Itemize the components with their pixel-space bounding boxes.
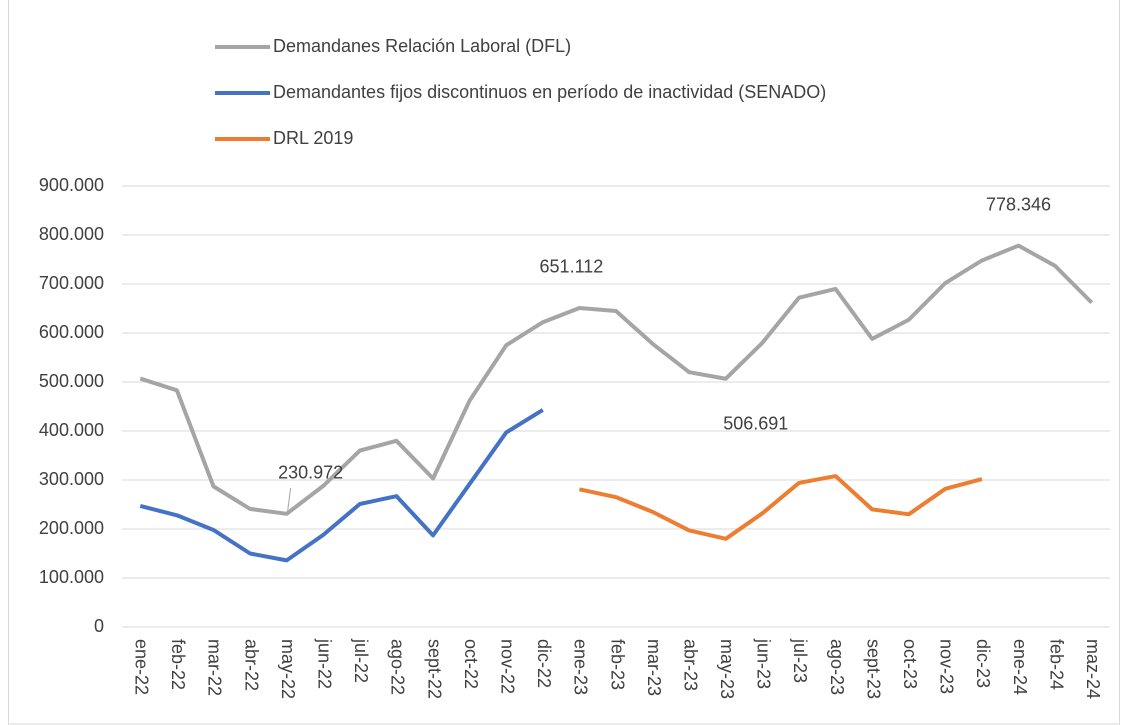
x-tick-label: dic-22 <box>534 639 554 688</box>
x-tick-label: oct-22 <box>461 639 481 689</box>
x-tick-label: mar-22 <box>205 639 225 696</box>
legend-label: Demandantes fijos discontinuos en períod… <box>273 82 826 102</box>
x-tick-label: oct-23 <box>900 639 920 689</box>
x-tick-label: jun-22 <box>315 638 335 689</box>
y-tick-label: 0 <box>94 616 104 636</box>
y-tick-label: 900.000 <box>39 175 104 195</box>
x-tick-label: ago-22 <box>388 639 408 695</box>
data-label: 230.972 <box>278 463 343 483</box>
x-tick-label: dic-23 <box>973 639 993 688</box>
y-tick-label: 700.000 <box>39 273 104 293</box>
data-label: 651.112 <box>540 257 604 277</box>
x-tick-label: ene-23 <box>571 639 591 695</box>
x-tick-label: feb-23 <box>607 639 627 690</box>
x-tick-label: jul-22 <box>351 638 371 683</box>
x-tick-label: nov-23 <box>937 639 957 694</box>
x-tick-label: may-22 <box>278 639 298 699</box>
x-tick-label: ago-23 <box>827 639 847 695</box>
chart-border <box>8 0 1120 725</box>
x-tick-label: sept-22 <box>424 639 444 699</box>
legend-label: DRL 2019 <box>273 128 353 148</box>
legend-label: Demandanes Relación Laboral (DFL) <box>273 36 571 56</box>
data-label: 506.691 <box>723 413 788 433</box>
x-tick-label: jun-23 <box>754 638 774 689</box>
x-tick-label: feb-22 <box>168 639 188 690</box>
x-tick-label: jul-23 <box>790 638 810 683</box>
series-line <box>578 474 983 541</box>
leader-line <box>287 487 292 511</box>
x-tick-label: sept-23 <box>863 639 883 699</box>
x-tick-label: ene-22 <box>132 639 152 695</box>
y-tick-label: 400.000 <box>39 420 104 440</box>
data-label: 778.346 <box>986 194 1051 214</box>
y-tick-label: 800.000 <box>39 224 104 244</box>
x-tick-label: abr-22 <box>241 639 261 691</box>
y-tick-label: 500.000 <box>39 371 104 391</box>
x-tick-label: nov-22 <box>497 639 517 694</box>
y-tick-label: 100.000 <box>39 567 104 587</box>
y-tick-label: 600.000 <box>39 322 104 342</box>
x-tick-label: mar-23 <box>644 639 664 696</box>
series-line <box>139 408 544 563</box>
x-tick-label: ene-24 <box>1010 639 1030 695</box>
x-tick-label: feb-24 <box>1046 639 1066 690</box>
y-tick-label: 300.000 <box>39 469 104 489</box>
y-tick-label: 200.000 <box>39 518 104 538</box>
x-tick-label: abr-23 <box>680 639 700 691</box>
x-tick-label: may-23 <box>717 639 737 699</box>
x-tick-label: maz-24 <box>1083 639 1103 699</box>
series-line <box>139 243 1094 516</box>
